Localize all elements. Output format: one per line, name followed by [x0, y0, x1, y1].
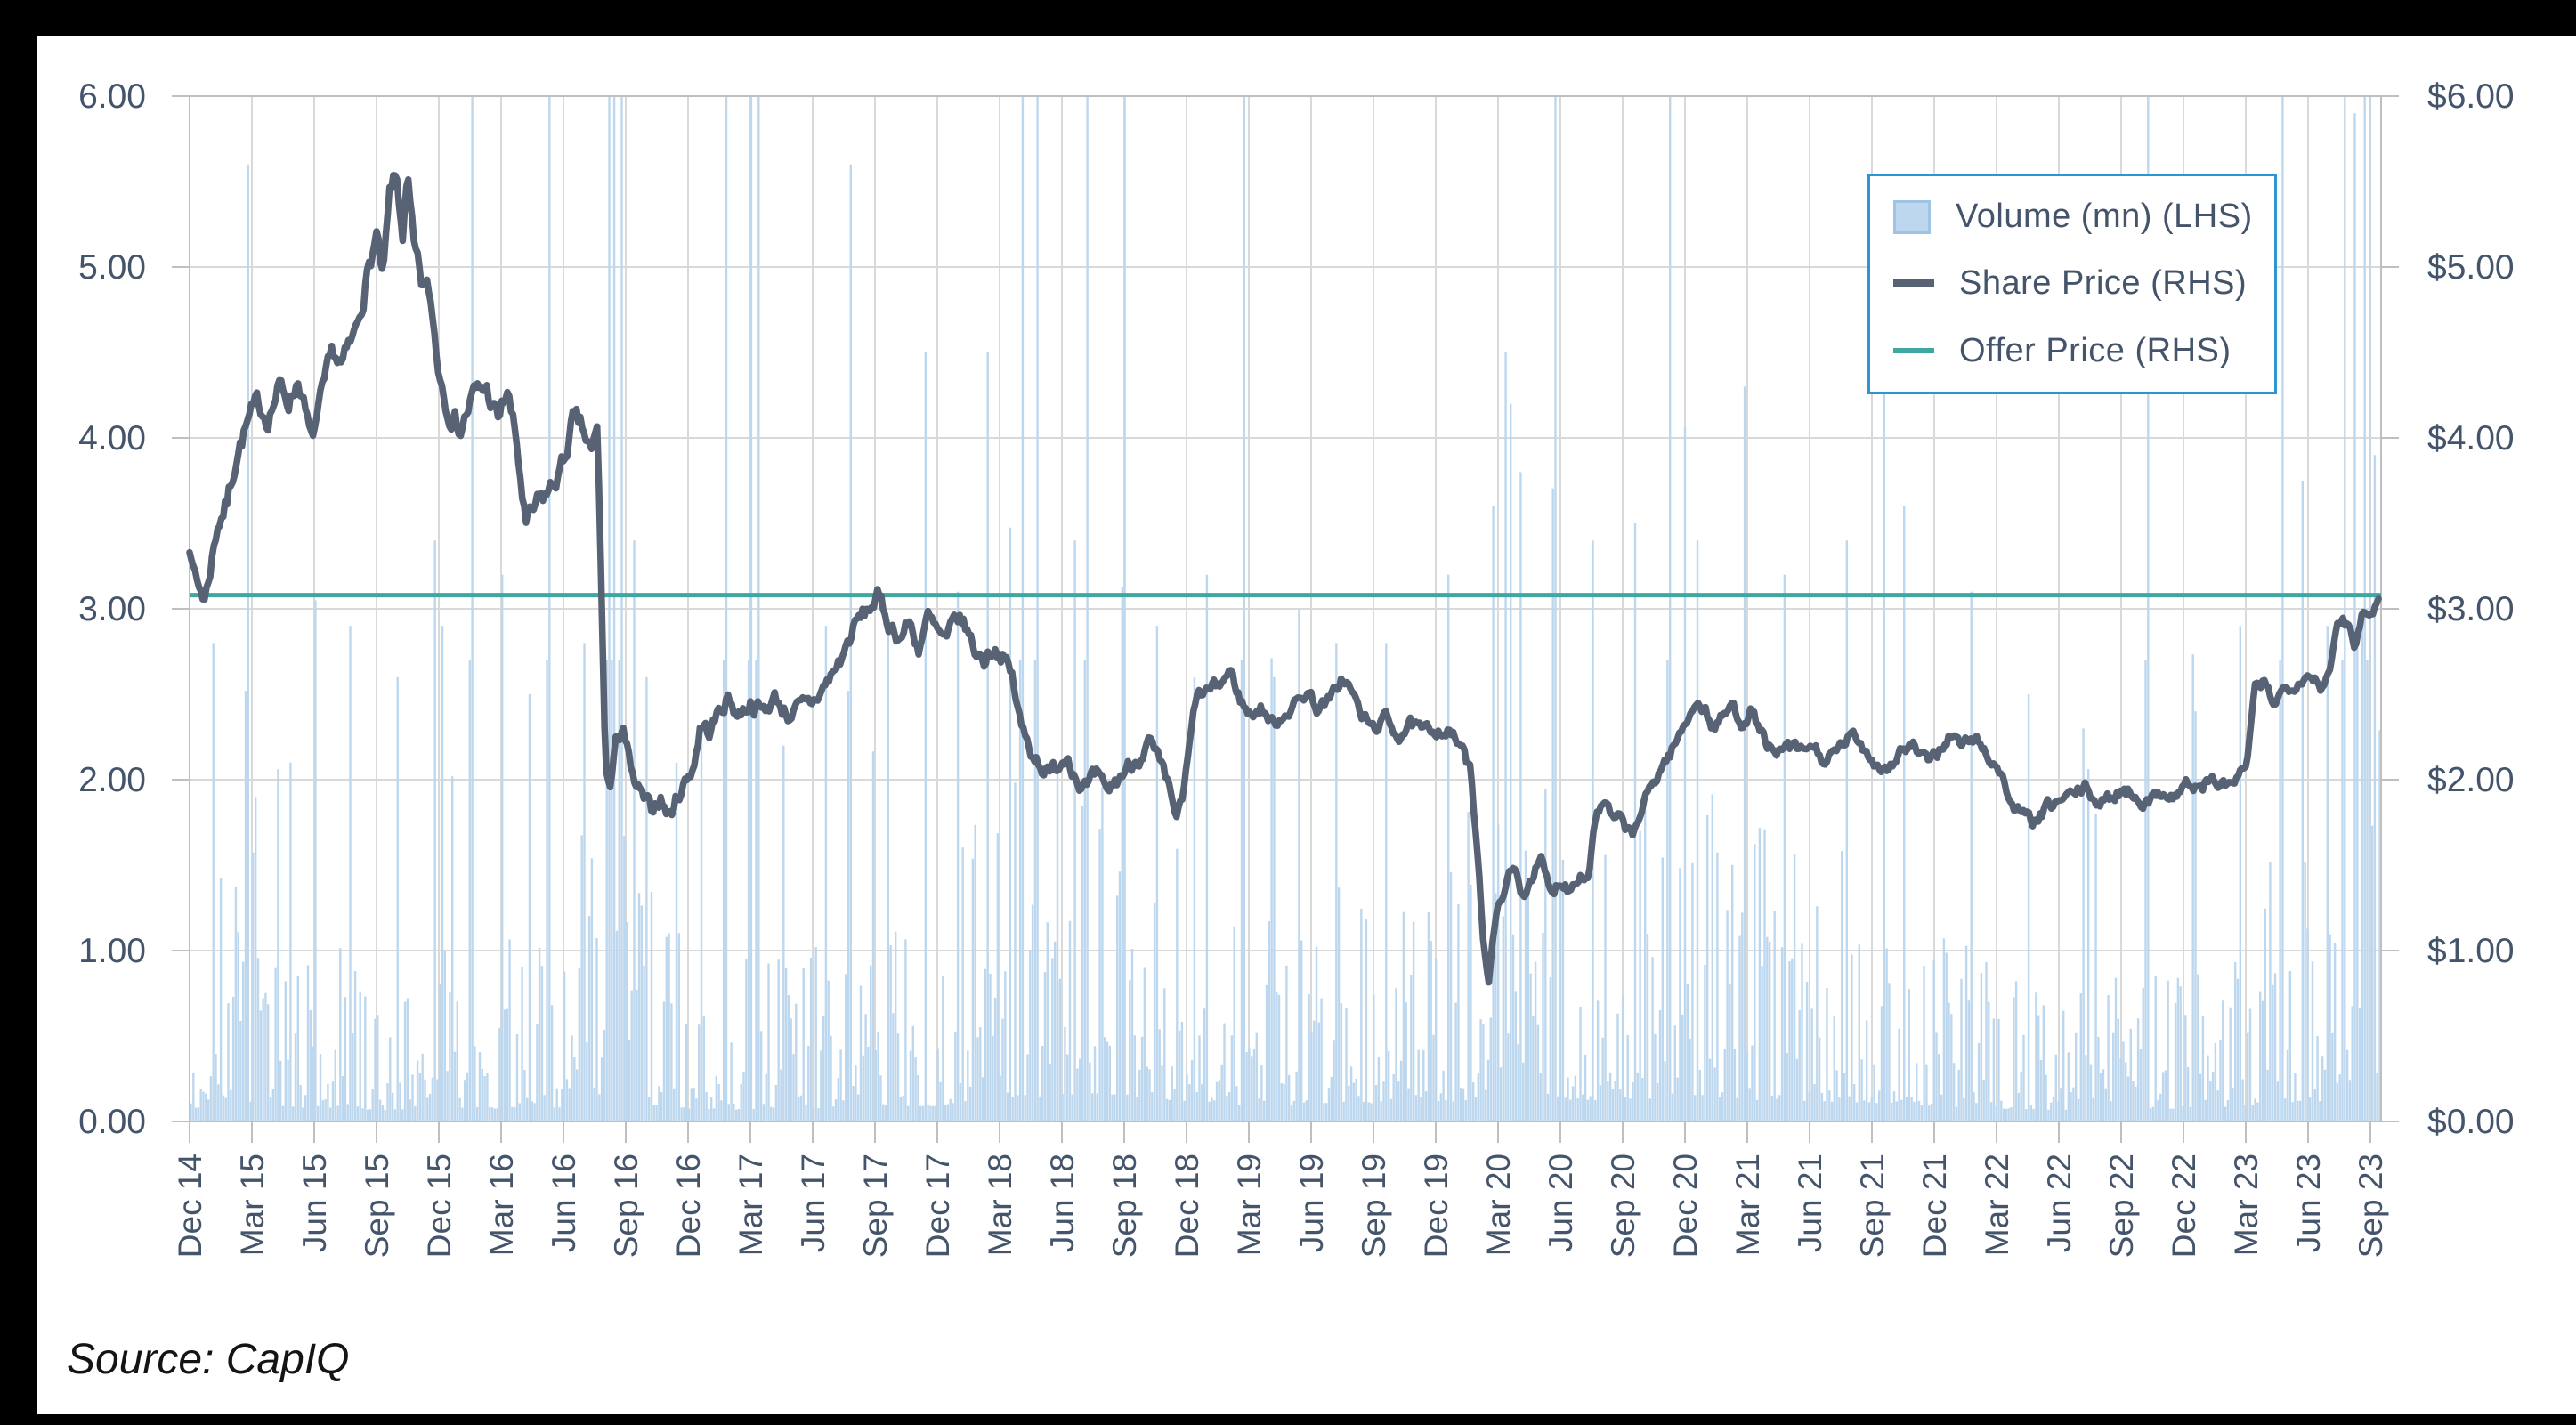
y-axis-right-labels: $0.00 $1.00 $2.00 $3.00 $4.00 $5.00 $6.00 — [2427, 77, 2515, 1141]
x-axis-label: Jun 23 — [2290, 1154, 2327, 1252]
y-axis-label-left: 6.00 — [78, 77, 146, 116]
x-axis-label: Dec 19 — [1418, 1154, 1454, 1258]
x-axis-label: Dec 14 — [172, 1154, 208, 1258]
y-axis-label-right: $4.00 — [2427, 419, 2515, 457]
x-axis-label: Mar 22 — [1979, 1154, 2015, 1256]
x-axis-label: Dec 17 — [919, 1154, 956, 1258]
x-axis-label: Jun 19 — [1293, 1154, 1330, 1252]
legend-item-label: Share Price (RHS) — [1959, 264, 2248, 303]
x-axis-label: Mar 20 — [1480, 1154, 1517, 1256]
x-axis-label: Mar 17 — [733, 1154, 769, 1256]
y-axis-left-labels: 0.00 1.00 2.00 3.00 4.00 5.00 6.00 — [78, 77, 146, 1141]
x-axis-label: Sep 22 — [2103, 1154, 2140, 1258]
chart-panel: 0.00 1.00 2.00 3.00 4.00 5.00 6.00 $0.00 $1.00 $2… — [37, 36, 2576, 1414]
x-axis-label: Sep 19 — [1356, 1154, 1392, 1258]
x-axis-label: Dec 15 — [421, 1154, 458, 1258]
grid-layer — [190, 96, 2381, 1121]
x-axis-label: Jun 17 — [795, 1154, 831, 1252]
legend-item-label: Offer Price (RHS) — [1959, 331, 2232, 369]
x-axis-label: Sep 18 — [1106, 1154, 1143, 1258]
x-axis-label: Dec 21 — [1916, 1154, 1953, 1258]
offer-price-line-icon — [1893, 348, 1934, 354]
y-axis-label-right: $6.00 — [2427, 77, 2515, 116]
share-price-line-icon — [1893, 279, 1934, 288]
volume-swatch-icon — [1893, 199, 1931, 234]
x-axis-label: Mar 16 — [483, 1154, 520, 1256]
x-axis-label: Mar 18 — [982, 1154, 1018, 1256]
x-axis-label: Mar 15 — [234, 1154, 271, 1256]
legend-item-offer-price: Offer Price (RHS) — [1893, 332, 2274, 370]
y-axis-label-left: 1.00 — [78, 932, 146, 970]
x-axis-label: Sep 23 — [2353, 1154, 2389, 1258]
legend-item-share-price: Share Price (RHS) — [1893, 264, 2274, 303]
y-axis-label-left: 3.00 — [78, 590, 146, 628]
price-volume-chart: 0.00 1.00 2.00 3.00 4.00 5.00 6.00 $0.00 $1.00 $2… — [78, 77, 2515, 1258]
x-axis-label: Jun 21 — [1792, 1154, 1828, 1252]
share-price-line — [186, 172, 2382, 986]
y-axis-label-right: $2.00 — [2427, 761, 2515, 799]
y-axis-label-left: 2.00 — [78, 761, 146, 799]
y-axis-label-left: 5.00 — [78, 248, 146, 287]
x-axis-label: Jun 15 — [296, 1154, 333, 1252]
y-axis-label-right: $5.00 — [2427, 248, 2515, 287]
source-caption: Source: CapIQ — [67, 1336, 350, 1383]
x-axis-label: Sep 17 — [857, 1154, 894, 1258]
x-axis-label: Sep 20 — [1605, 1154, 1641, 1258]
y-axis-label-right: $3.00 — [2427, 590, 2515, 628]
chart-legend: Volume (mn) (LHS) Share Price (RHS) Offe… — [1867, 174, 2277, 394]
legend-item-volume: Volume (mn) (LHS) — [1893, 198, 2274, 236]
x-axis-label: Jun 22 — [2041, 1154, 2078, 1252]
x-axis-label: Dec 20 — [1667, 1154, 1704, 1258]
x-axis-label: Dec 18 — [1169, 1154, 1205, 1258]
y-axis-label-right: $1.00 — [2427, 932, 2515, 970]
x-axis-label: Jun 18 — [1044, 1154, 1081, 1252]
x-axis-label: Sep 21 — [1854, 1154, 1891, 1258]
x-axis-label: Sep 16 — [608, 1154, 644, 1258]
volume-bars — [190, 96, 2381, 1121]
x-axis-label: Jun 16 — [546, 1154, 582, 1252]
x-axis-label: Dec 22 — [2166, 1154, 2202, 1258]
y-axis-label-left: 4.00 — [78, 419, 146, 457]
x-axis-label: Mar 19 — [1231, 1154, 1268, 1256]
x-axis-label: Dec 16 — [670, 1154, 707, 1258]
legend-item-label: Volume (mn) (LHS) — [1956, 198, 2253, 236]
x-axis-label: Mar 23 — [2228, 1154, 2264, 1256]
x-axis-labels: Dec 14 Mar 15 Jun 15 Sep 15 Dec 15 Mar 16 Jun … — [172, 1154, 2389, 1258]
x-axis-label: Sep 15 — [359, 1154, 395, 1258]
y-axis-label-right: $0.00 — [2427, 1103, 2515, 1141]
axis-ticks — [172, 95, 2399, 1143]
y-axis-label-left: 0.00 — [78, 1103, 146, 1141]
x-axis-label: Mar 21 — [1729, 1154, 1766, 1256]
x-axis-label: Jun 20 — [1543, 1154, 1579, 1252]
